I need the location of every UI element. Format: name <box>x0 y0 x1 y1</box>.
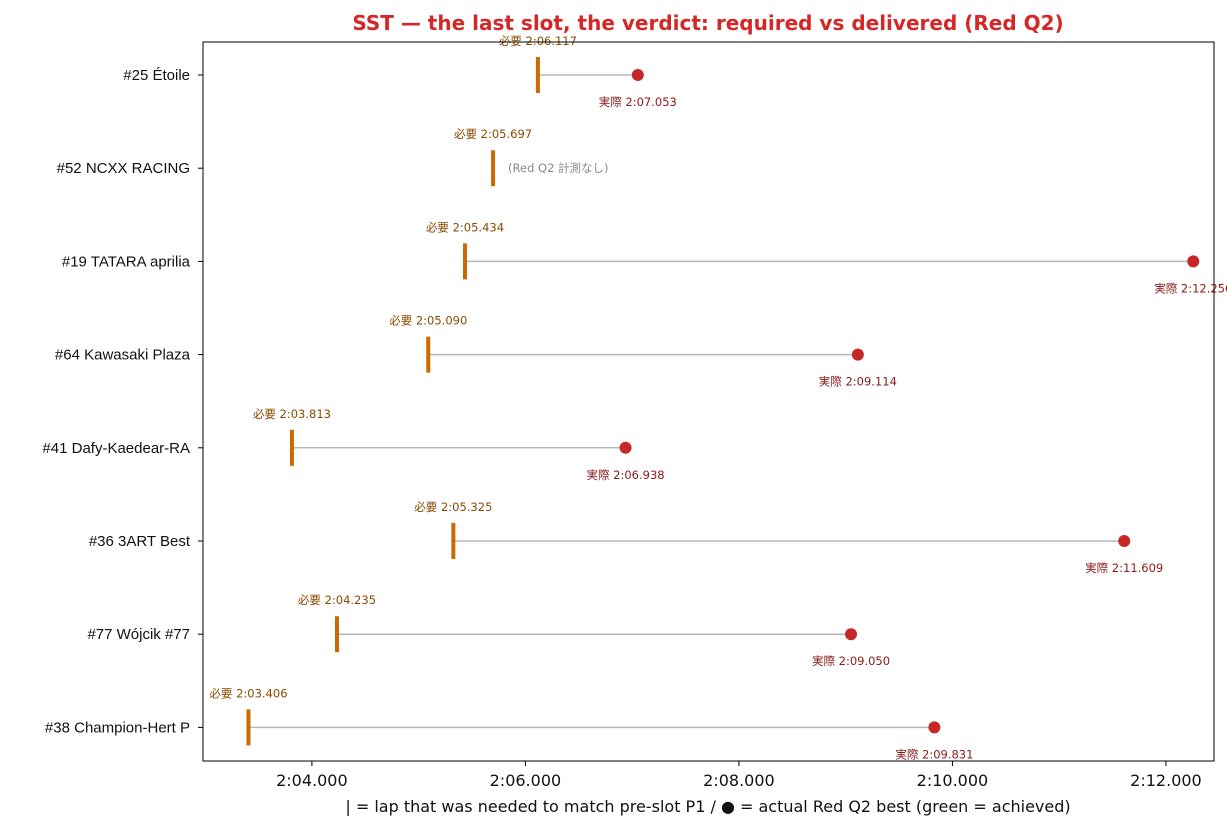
chart-title: SST — the last slot, the verdict: requir… <box>352 11 1063 35</box>
required-lap-label: 必要 2:05.434 <box>426 220 504 234</box>
actual-best-point <box>1118 535 1131 547</box>
required-lap-label: 必要 2:05.090 <box>389 314 467 328</box>
actual-best-point <box>928 721 941 734</box>
y-tick-label: #19 TATARA aprilia <box>62 253 191 270</box>
x-axis: 2:04.000 2:06.000 2:08.000 2:10.000 2:12.000 <box>276 761 1202 790</box>
actual-best-label: 実際 2:07.053 <box>599 95 677 109</box>
actual-best-label: 実際 2:09.114 <box>819 375 897 389</box>
y-tick-label: #36 3ART Best <box>89 533 191 550</box>
actual-best-label: 実際 2:06.938 <box>587 468 665 482</box>
actual-best-label: 実際 2:11.609 <box>1085 561 1163 575</box>
y-tick-label: #38 Champion-Hert P <box>45 719 190 736</box>
x-tick-label: 2:04.000 <box>276 771 348 790</box>
required-lap-label: 必要 2:03.813 <box>253 407 331 421</box>
actual-best-label: 実際 2:09.050 <box>812 654 890 668</box>
y-tick-label: #52 NCXX RACING <box>57 160 190 177</box>
required-lap-label: 必要 2:05.325 <box>414 500 492 514</box>
actual-best-label: 実際 2:12.256 <box>1154 281 1227 295</box>
y-tick-label: #41 Dafy-Kaedear-RA <box>42 440 190 457</box>
required-lap-label: 必要 2:03.406 <box>209 686 287 700</box>
actual-best-point <box>851 348 864 361</box>
no-time-note: (Red Q2 計測なし) <box>508 161 609 175</box>
x-axis-label: | = lap that was needed to match pre-slo… <box>345 797 1070 816</box>
actual-best-label: 実際 2:09.831 <box>895 747 973 761</box>
actual-best-point <box>619 441 632 454</box>
y-tick-label: #25 Étoile <box>123 67 190 84</box>
plot-frame <box>202 41 1215 762</box>
actual-best-point <box>1187 255 1200 268</box>
required-lap-label: 必要 2:06.117 <box>499 34 577 48</box>
chart-marks: 必要 2:06.117 実際 2:07.053 必要 2:05.697 (Red Q2… <box>209 34 1227 761</box>
x-tick-label: 2:12.000 <box>1130 771 1202 790</box>
x-tick-label: 2:06.000 <box>490 771 562 790</box>
y-tick-label: #64 Kawasaki Plaza <box>55 347 191 364</box>
y-tick-label: #77 Wójcik #77 <box>87 626 190 643</box>
required-lap-label: 必要 2:05.697 <box>454 127 532 141</box>
required-lap-label: 必要 2:04.235 <box>298 593 376 607</box>
y-axis: #25 Étoile #52 NCXX RACING #19 TATARA apri… <box>42 67 203 736</box>
actual-best-point <box>631 69 644 81</box>
x-tick-label: 2:08.000 <box>703 771 775 790</box>
x-tick-label: 2:10.000 <box>917 771 989 790</box>
actual-best-point <box>845 628 858 641</box>
